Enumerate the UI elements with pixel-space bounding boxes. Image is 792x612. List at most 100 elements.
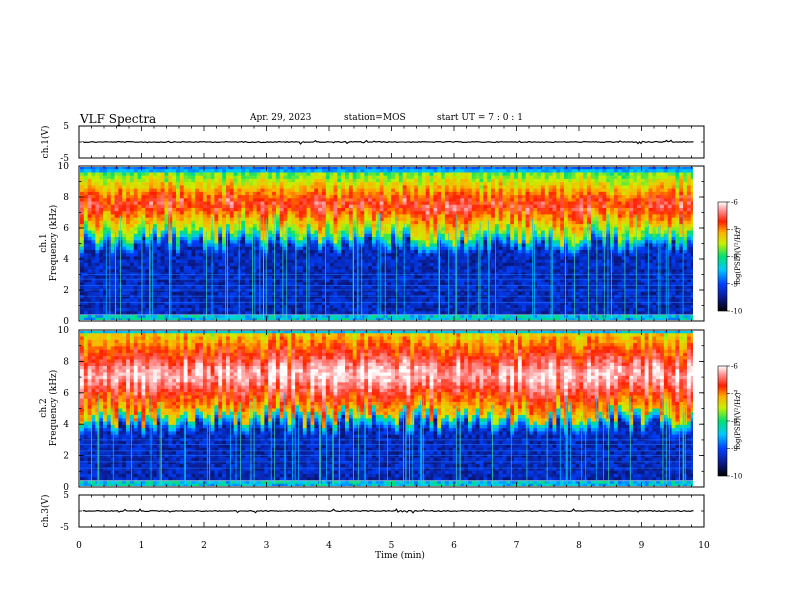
- spectrogram-cell: [341, 214, 346, 218]
- spectrogram-cell: [183, 172, 188, 176]
- spectrogram-cell: [352, 217, 357, 222]
- spectrogram-cell: [149, 308, 154, 312]
- spectrogram-cell: [433, 256, 438, 260]
- spectrogram-cell: [433, 308, 438, 312]
- spectrogram-cell: [222, 301, 227, 306]
- spectrogram-cell: [298, 308, 304, 312]
- spectrogram-cell: [410, 230, 415, 235]
- spectrogram-cell: [191, 230, 196, 235]
- spectrogram-cell: [460, 282, 465, 286]
- spectrogram-cell: [425, 167, 430, 170]
- spectrogram-cell: [210, 298, 215, 302]
- spectrogram-cell: [187, 237, 192, 241]
- spectrogram-cell: [187, 262, 192, 267]
- spectrogram-cell: [229, 298, 234, 302]
- spectrogram-cell: [406, 256, 411, 260]
- spectrogram-cell: [83, 172, 88, 176]
- spectrogram-cell: [471, 288, 476, 293]
- spectrogram-cell: [291, 201, 296, 206]
- spectrogram-cell: [302, 191, 307, 196]
- spectrogram-cell: [110, 295, 115, 299]
- spectrogram-cell: [452, 169, 457, 173]
- spectrogram-cell: [183, 175, 188, 180]
- spectrogram-cell: [379, 249, 384, 254]
- spectrogram-cell: [418, 311, 423, 315]
- spectrogram-cell: [152, 275, 158, 280]
- spectrogram-cell: [302, 282, 307, 286]
- spectrogram-cell: [360, 285, 365, 290]
- spectrogram-cell: [360, 249, 365, 254]
- spectrogram-cell: [287, 311, 292, 315]
- spectrogram-cell: [398, 198, 403, 202]
- spectrogram-cell: [398, 207, 403, 212]
- spectrogram-cell: [214, 269, 219, 273]
- spectrogram-cell: [187, 317, 192, 320]
- spectrogram-cell: [249, 317, 254, 320]
- spectrogram-cell: [145, 214, 150, 218]
- spectrogram-cell: [164, 262, 169, 267]
- spectrogram-cell: [264, 207, 269, 212]
- spectrogram-cell: [375, 167, 380, 170]
- spectrogram-cell: [460, 182, 465, 186]
- spectrogram-cell: [371, 308, 377, 312]
- spectrogram-cell: [371, 169, 377, 173]
- spectrogram-cell: [110, 275, 115, 280]
- spectrogram-cell: [279, 198, 284, 202]
- spectrogram-cell: [364, 214, 369, 218]
- spectrogram-cell: [414, 262, 419, 267]
- spectrogram-cell: [99, 243, 104, 248]
- spectrogram-cell: [410, 175, 415, 180]
- spectrogram-cell: [87, 233, 92, 238]
- spectrogram-cell: [156, 246, 161, 251]
- spectrogram-cell: [218, 211, 223, 215]
- spectrogram-cell: [337, 314, 342, 319]
- spectrogram-cell: [356, 211, 361, 215]
- spectrogram-cell: [460, 275, 465, 280]
- spectrogram-cell: [222, 285, 227, 290]
- spectrogram-cell: [352, 191, 357, 196]
- spectrogram-cell: [310, 295, 315, 299]
- spectrogram-cell: [448, 259, 453, 264]
- spectrogram-cell: [176, 224, 181, 228]
- spectrogram-cell: [325, 295, 330, 299]
- spectrogram-cell: [356, 224, 361, 228]
- spectrogram-cell: [471, 195, 476, 199]
- spectrogram-cell: [360, 207, 365, 212]
- spectrogram-cell: [156, 198, 161, 202]
- spectrogram-cell: [80, 311, 85, 315]
- spectrogram-cell: [414, 266, 419, 270]
- spectrogram-cell: [249, 282, 254, 286]
- spectrogram-cell: [179, 291, 185, 296]
- spectrogram-cell: [149, 291, 154, 296]
- spectrogram-cell: [233, 201, 238, 206]
- spectrogram-cell: [298, 253, 304, 257]
- spectrogram-cell: [83, 266, 88, 270]
- spectrogram-cell: [152, 311, 158, 315]
- spectrogram-cell: [418, 243, 423, 248]
- spectrogram-cell: [341, 175, 346, 180]
- spectrogram-cell: [202, 175, 208, 180]
- spectrogram-cell: [141, 204, 146, 209]
- spectrogram-cell: [268, 188, 273, 193]
- spectrogram-cell: [310, 230, 315, 235]
- spectrogram-cell: [206, 191, 211, 196]
- spectrogram-cell: [160, 198, 165, 202]
- spectrogram-cell: [141, 301, 146, 306]
- spectrogram-cell: [368, 279, 373, 283]
- spectrogram-cell: [249, 233, 254, 238]
- spectrogram-cell: [183, 262, 188, 267]
- spectrogram-cell: [249, 246, 254, 251]
- spectrogram-cell: [95, 227, 100, 231]
- spectrogram-cell: [298, 175, 304, 180]
- spectrogram-cell: [475, 317, 480, 320]
- spectrogram-cell: [395, 172, 400, 176]
- spectrogram-cell: [202, 207, 208, 212]
- spectrogram-cell: [279, 182, 284, 186]
- spectrogram-cell: [110, 224, 115, 228]
- spectrogram-cell: [395, 169, 400, 173]
- spectrogram-cell: [126, 269, 131, 273]
- spectrogram-cell: [110, 198, 115, 202]
- spectrogram-cell: [241, 308, 246, 312]
- spectrogram-cell: [421, 185, 427, 189]
- spectrogram-cell: [356, 243, 361, 248]
